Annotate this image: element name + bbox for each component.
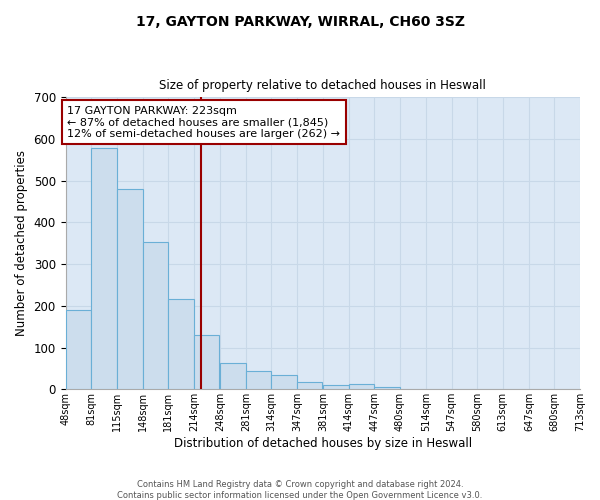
- Bar: [374, 387, 400, 390]
- Text: 17, GAYTON PARKWAY, WIRRAL, CH60 3SZ: 17, GAYTON PARKWAY, WIRRAL, CH60 3SZ: [136, 15, 464, 29]
- Text: 17 GAYTON PARKWAY: 223sqm
← 87% of detached houses are smaller (1,845)
12% of se: 17 GAYTON PARKWAY: 223sqm ← 87% of detac…: [67, 106, 340, 139]
- Bar: [65, 310, 91, 390]
- Bar: [194, 335, 220, 390]
- Bar: [118, 188, 143, 390]
- Bar: [220, 364, 246, 390]
- Bar: [323, 384, 349, 390]
- Bar: [143, 242, 169, 390]
- Bar: [169, 299, 194, 390]
- Bar: [246, 372, 271, 390]
- X-axis label: Distribution of detached houses by size in Heswall: Distribution of detached houses by size …: [174, 437, 472, 450]
- Text: Contains HM Land Registry data © Crown copyright and database right 2024.
Contai: Contains HM Land Registry data © Crown c…: [118, 480, 482, 500]
- Bar: [271, 374, 297, 390]
- Bar: [297, 382, 322, 390]
- Bar: [349, 384, 374, 390]
- Title: Size of property relative to detached houses in Heswall: Size of property relative to detached ho…: [160, 79, 486, 92]
- Y-axis label: Number of detached properties: Number of detached properties: [15, 150, 28, 336]
- Bar: [91, 148, 116, 390]
